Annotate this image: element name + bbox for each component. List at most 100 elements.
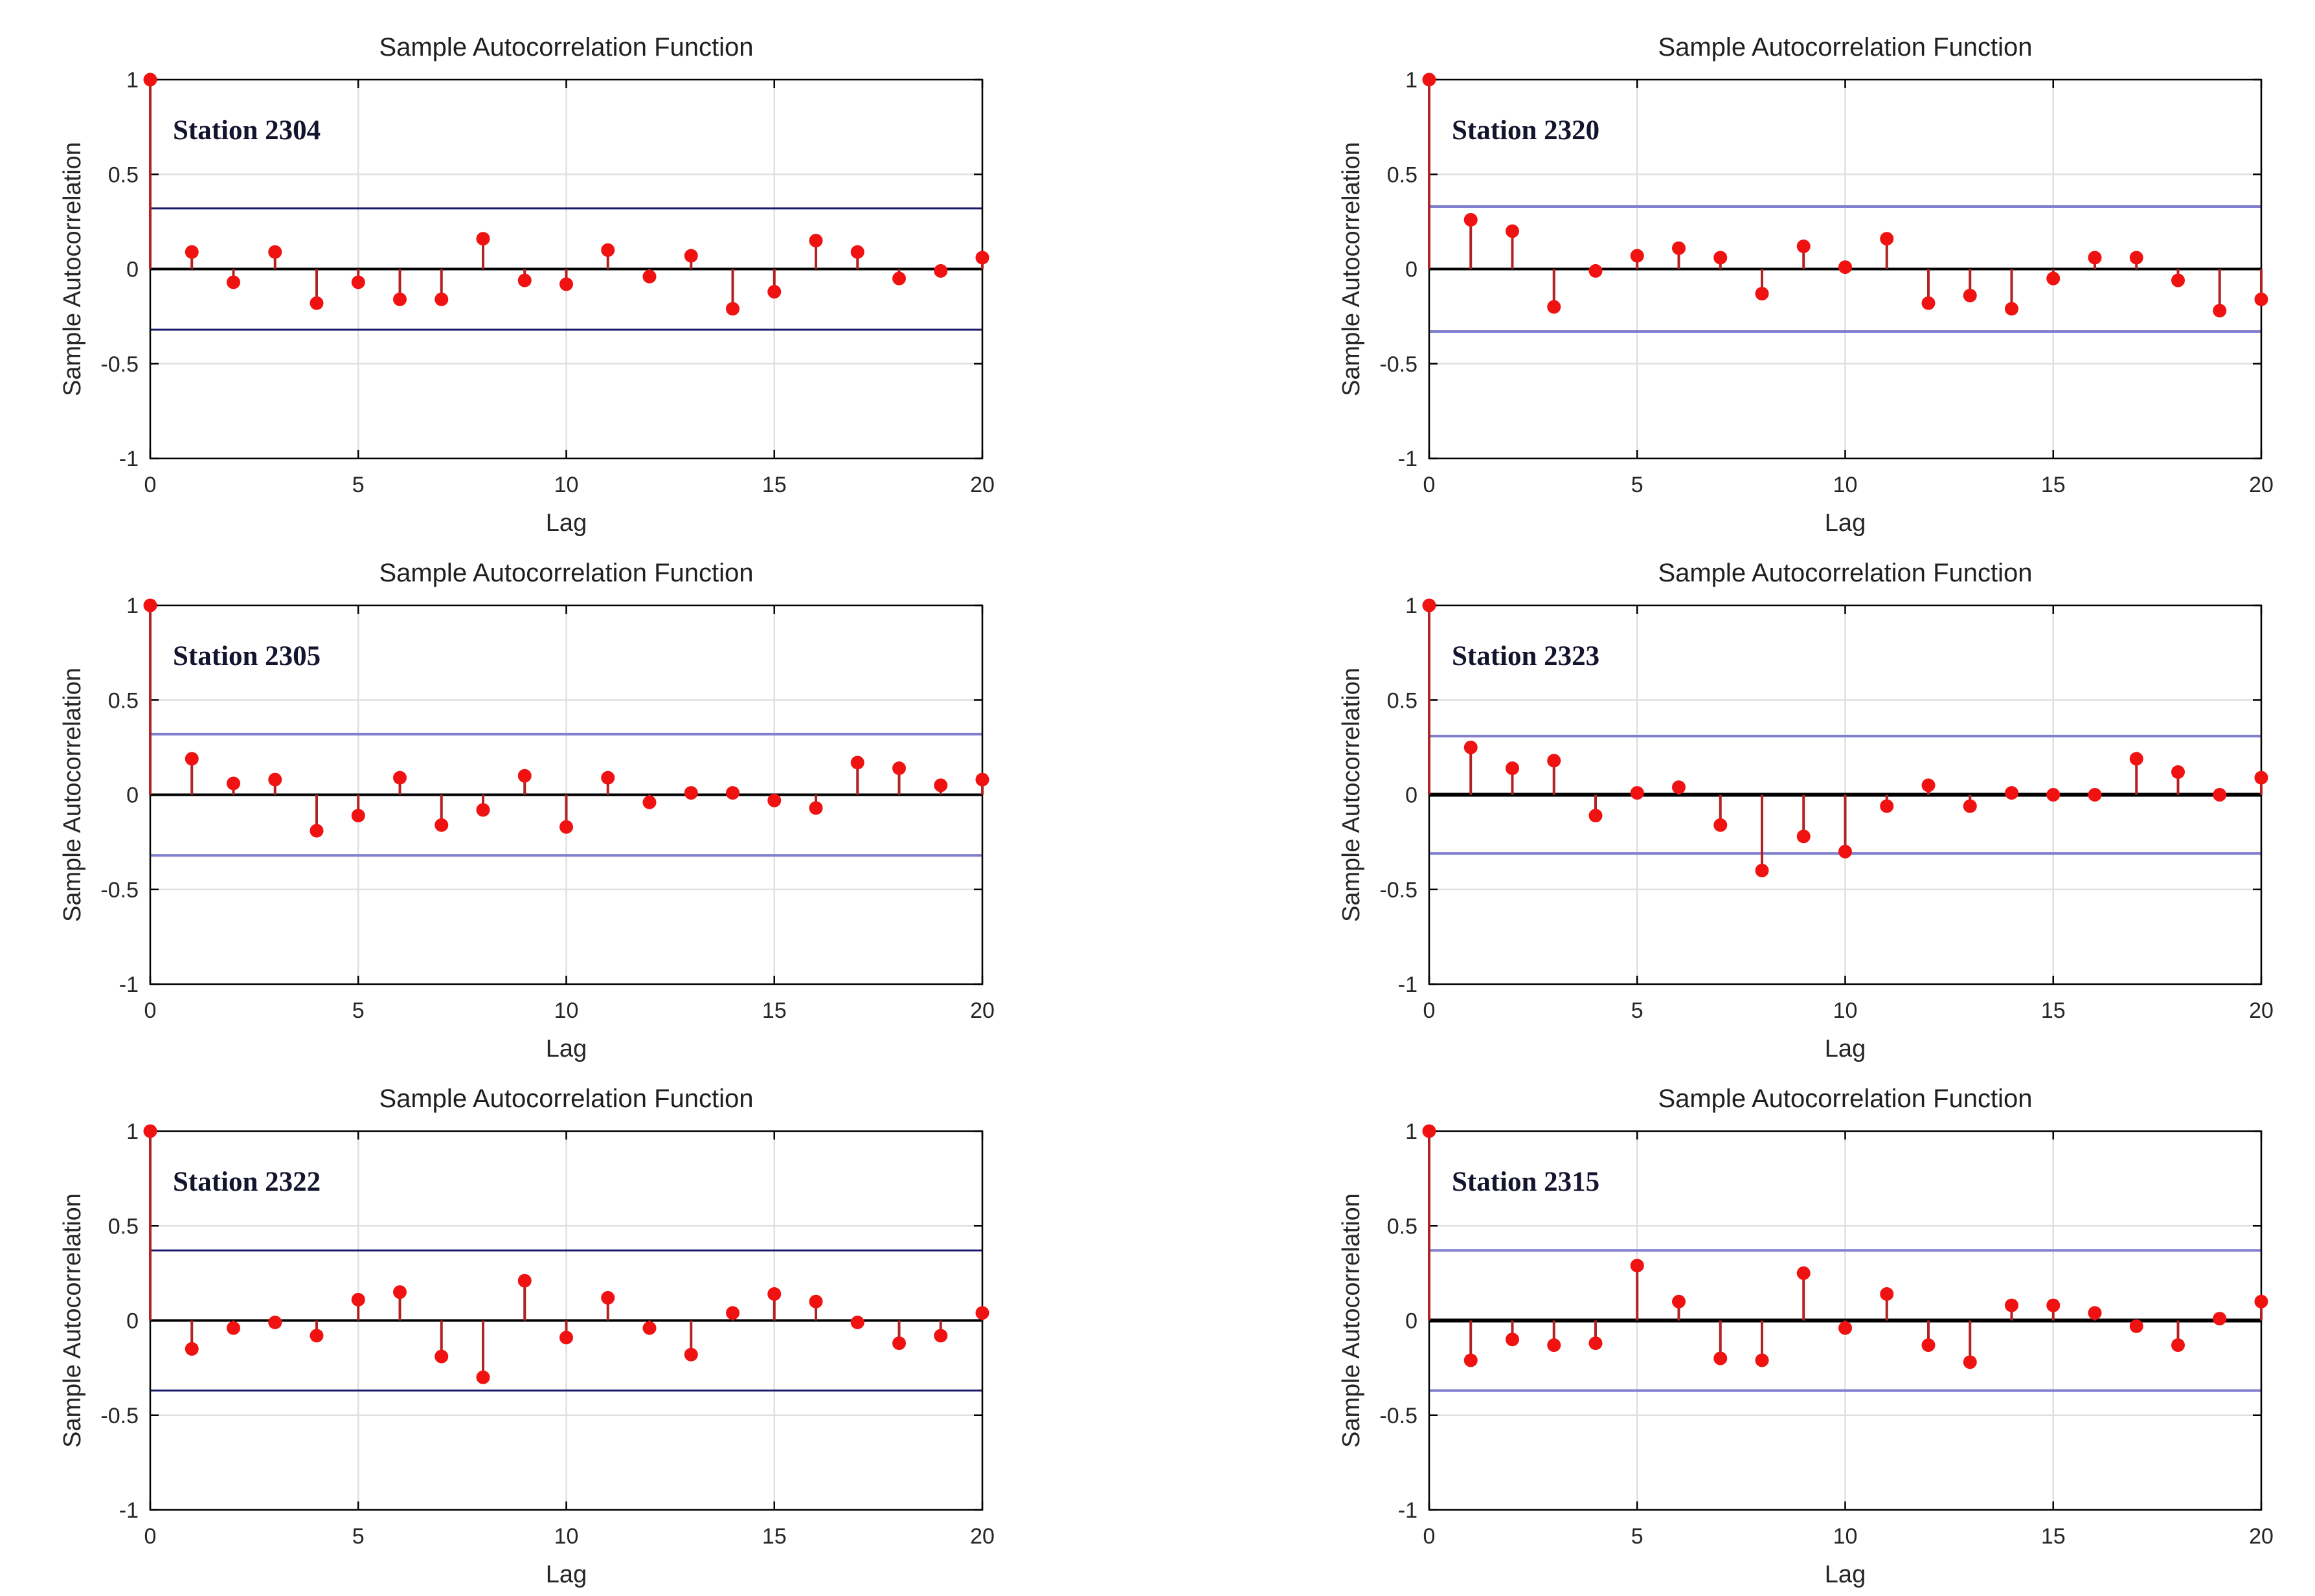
y-axis-label: Sample Autocorrelation [59,1193,86,1448]
acf-marker [601,770,615,785]
acf-plot-canvas: Sample Autocorrelation Function Station 2… [59,33,995,537]
plot-title: Sample Autocorrelation Function [379,1085,753,1113]
acf-marker [2129,1319,2143,1333]
acf-marker [975,251,989,265]
acf-marker [559,1331,573,1345]
acf-marker [1588,264,1603,278]
acf-marker [2254,1294,2268,1309]
acf-marker [2254,292,2268,306]
acf-plot-canvas: Sample Autocorrelation Function Station 2… [59,559,995,1062]
acf-marker [1672,1294,1686,1309]
y-tick-label: 0 [1405,1309,1417,1334]
acf-marker [1630,249,1644,263]
acf-marker [892,1336,906,1351]
acf-plot-canvas: Sample Autocorrelation Function Station 2… [1338,33,2274,537]
acf-marker [601,243,615,257]
acf-marker [767,793,782,807]
acf-marker [1588,809,1603,823]
acf-marker [601,1290,615,1305]
acf-marker [351,275,365,289]
x-axis-label: Lag [1825,510,1866,537]
acf-marker [2254,770,2268,785]
acf-marker [435,1349,449,1364]
y-axis-label: Sample Autocorrelation [59,142,86,396]
acf-marker [975,772,989,787]
plot-title: Sample Autocorrelation Function [1658,559,2032,587]
acf-marker [809,801,823,815]
acf-marker [1963,799,1977,813]
acf-plot-canvas: Sample Autocorrelation Function Station 2… [1338,1085,2274,1588]
y-tick-label: -1 [1398,447,1417,471]
x-tick-label: 0 [1423,473,1436,497]
y-tick-label: 1 [1405,68,1417,93]
station-label: Station 2322 [173,1167,321,1197]
acf-marker [1796,829,1811,844]
station-label: Station 2315 [1452,1167,1599,1197]
x-tick-label: 5 [1631,998,1643,1023]
acf-marker [2088,788,2102,802]
acf-marker [476,803,490,817]
y-tick-label: 0 [1405,258,1417,282]
acf-marker [1713,1351,1728,1366]
acf-plot-canvas: Sample Autocorrelation Function Station 2… [59,1085,995,1588]
acf-marker [227,275,240,289]
plot-title: Sample Autocorrelation Function [1658,1085,2032,1113]
acf-marker [2213,304,2227,318]
acf-marker [684,249,698,263]
y-tick-label: -0.5 [1379,352,1417,377]
acf-marker [726,1306,740,1320]
acf-marker [268,245,282,259]
acf-marker [1880,1287,1894,1301]
x-tick-label: 10 [554,1524,579,1549]
x-tick-label: 15 [762,473,787,497]
y-tick-label: 1 [126,594,139,618]
acf-marker [517,769,532,783]
acf-marker [1506,761,1519,776]
acf-marker [809,234,823,248]
y-axis-label: Sample Autocorrelation [1338,1193,1365,1448]
y-tick-label: 1 [126,1119,139,1144]
acf-marker [310,296,324,310]
x-tick-label: 15 [762,998,787,1023]
y-tick-label: -0.5 [1379,878,1417,903]
y-tick-label: 0 [126,783,139,808]
acf-marker [227,776,240,791]
acf-marker [892,761,906,776]
x-tick-label: 10 [554,473,579,497]
x-tick-label: 20 [2249,1524,2274,1549]
acf-marker [1672,241,1686,255]
y-tick-label: -0.5 [100,352,139,377]
y-tick-label: -1 [1398,972,1417,997]
y-tick-label: -1 [119,1498,139,1523]
x-tick-label: 20 [2249,473,2274,497]
acf-chart-station-2305: Sample Autocorrelation Function Station 2… [47,544,1031,1062]
x-tick-label: 20 [970,1524,995,1549]
acf-marker [1963,1355,1977,1369]
y-axis-label: Sample Autocorrelation [59,668,86,922]
y-tick-label: -0.5 [100,1404,139,1428]
x-tick-label: 5 [352,998,365,1023]
acf-marker [2046,1298,2061,1312]
plot-title: Sample Autocorrelation Function [379,33,753,62]
acf-marker [2088,251,2102,265]
acf-marker [1963,288,1977,302]
acf-marker [1422,598,1436,613]
acf-marker [2005,302,2018,316]
station-label: Station 2304 [173,115,321,146]
acf-marker [393,770,407,785]
x-tick-label: 5 [1631,473,1643,497]
x-tick-label: 10 [1833,1524,1858,1549]
y-tick-label: 0.5 [108,163,139,187]
acf-marker [393,292,407,306]
acf-marker [1838,1321,1852,1335]
x-tick-label: 10 [1833,473,1858,497]
x-tick-label: 15 [2041,1524,2066,1549]
x-tick-label: 20 [970,998,995,1023]
acf-marker [268,1315,282,1329]
x-tick-label: 0 [144,473,157,497]
x-tick-label: 20 [2249,998,2274,1023]
acf-marker [1838,260,1852,275]
y-tick-label: 1 [1405,594,1417,618]
